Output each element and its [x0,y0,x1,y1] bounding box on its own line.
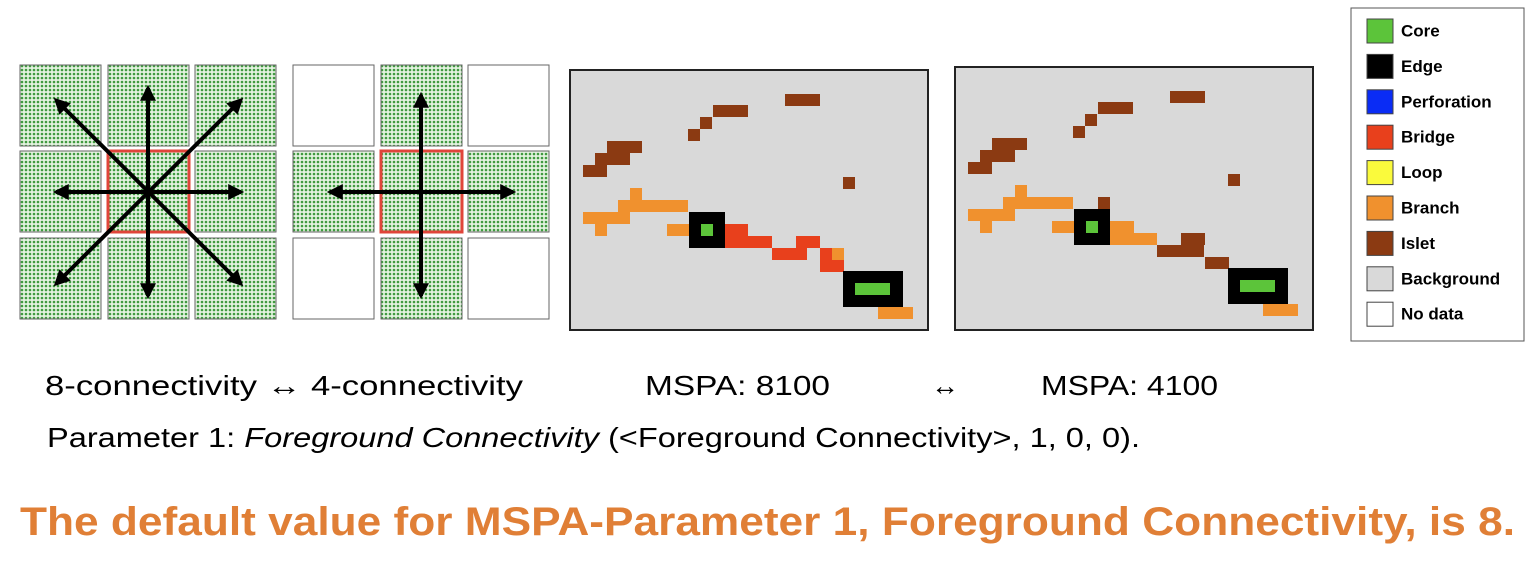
map-pixel [843,177,855,189]
map-pixel [785,94,820,106]
map-pixel [1073,126,1085,138]
map-pixel [980,221,992,233]
caption: MSPA: 8100 [645,370,830,401]
map-pixel [618,200,688,212]
map-pixel [1052,221,1076,233]
map-pixel [1205,257,1229,269]
map-pixel [630,188,642,200]
map-pixel [724,224,748,248]
map-pixel [1240,280,1275,292]
map-pixel [1228,174,1240,186]
map-pixel [1003,197,1073,209]
grid-cell [467,237,550,320]
legend-swatch [1366,18,1394,44]
map-pixel [700,117,712,129]
legend-swatch [1366,230,1394,256]
legend-swatch [1366,301,1394,327]
legend-label: Background [1401,269,1500,288]
parameter-suffix: (<Foreground Connectivity>, 1, 0, 0). [599,422,1140,453]
map-pixel [713,105,748,117]
map-pixel [667,224,691,236]
legend-swatch [1366,160,1394,186]
legend-label: Bridge [1401,128,1455,147]
map-pixel [855,283,890,295]
mspa-maps [569,66,1314,331]
map-pixel [1098,102,1133,114]
map-pixel [1110,233,1157,245]
map-pixel [701,224,713,236]
legend-label: No data [1401,305,1464,324]
legend-swatch [1366,124,1394,150]
caption: MSPA: 4100 [1041,370,1218,401]
legend-swatch [1366,266,1394,292]
caption: ↔ [931,370,959,401]
grid-cell [292,237,375,320]
map-pixel [820,248,832,272]
legend-label: Edge [1401,57,1443,76]
map-pixel [595,224,607,236]
legend-swatch [1366,195,1394,221]
map-pixel [583,212,630,224]
legend-label: Branch [1401,198,1460,217]
legend-swatch [1366,53,1394,79]
map-pixel [748,236,772,248]
connectivity-grids [19,64,550,320]
map-pixel [878,307,913,319]
map-pixel [992,138,1027,150]
map-pixel [1015,185,1027,197]
legend-label: Perforation [1401,92,1492,111]
map-pixel [1086,221,1098,233]
legend-label: Core [1401,21,1440,40]
parameter-prefix: Parameter 1: [47,422,244,453]
legend: Core Edge Perforation Bridge Loop Branch Islet… [1366,18,1500,327]
map-pixel [1170,91,1205,103]
map-pixel [980,150,1015,162]
parameter-line: Parameter 1: Foreground Connectivity (<F… [47,422,1140,453]
legend-label: Loop [1401,163,1443,182]
map-pixel [595,153,630,165]
parameter-name: Foreground Connectivity [244,422,601,453]
map-pixel [796,236,820,248]
map-pixel [607,141,642,153]
map-pixel [583,165,607,177]
grid-cell [467,64,550,147]
map-pixel [832,260,844,272]
map-pixel [968,209,1015,221]
legend-swatch [1366,89,1394,115]
map-pixel [832,248,844,260]
map-pixel [1263,304,1298,316]
map-pixel [1110,221,1134,233]
arrow [53,97,244,287]
map-pixel [968,162,992,174]
map-pixel [1181,233,1205,245]
map-pixel [1085,114,1097,126]
map-pixel [1157,245,1204,257]
legend-label: Islet [1401,234,1435,253]
map-pixel [772,248,807,260]
map-pixel [688,129,700,141]
conclusion: The default value for MSPA-Parameter 1, … [20,500,1515,544]
map-pixel [1098,197,1110,209]
grid-cell [292,64,375,147]
caption: 8-connectivity ↔ 4-connectivity [45,370,523,401]
